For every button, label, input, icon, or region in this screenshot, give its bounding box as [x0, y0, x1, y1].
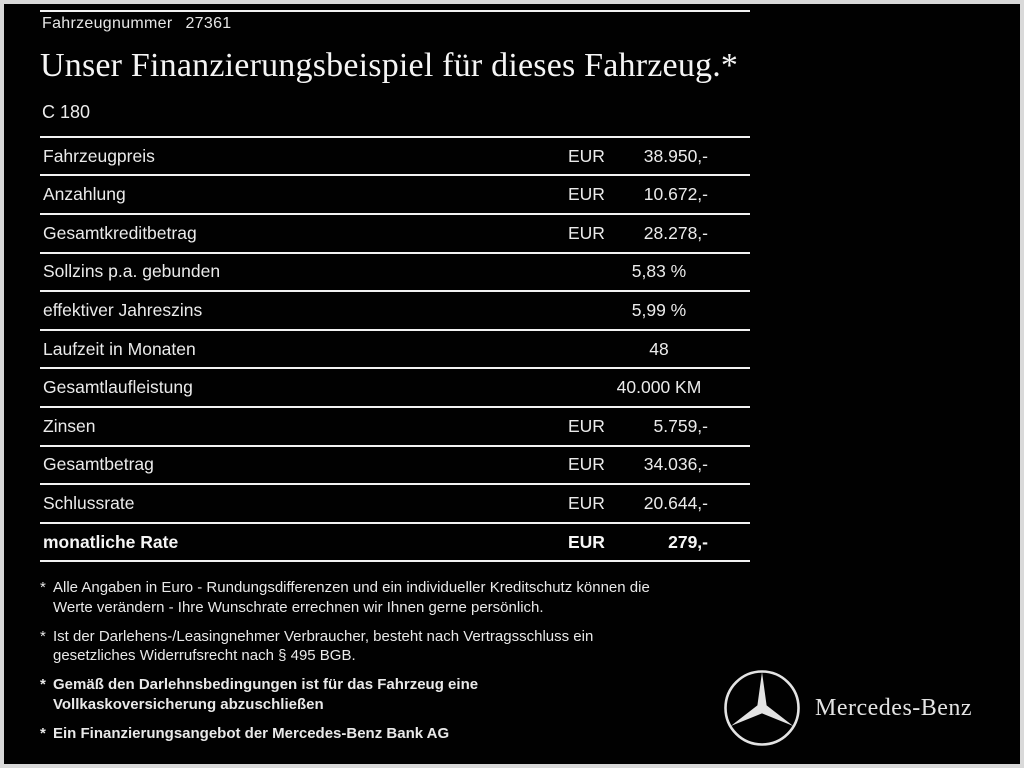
value-text: 20.644,- [643, 492, 708, 513]
top-divider [40, 10, 750, 12]
vehicle-number-label: Fahrzeugnummer [42, 15, 173, 32]
asterisk-marker: * [40, 579, 46, 597]
footnote-text: Ist der Darlehens-/Leasingnehmer Verbrau… [53, 627, 593, 666]
currency-label: EUR [568, 145, 605, 166]
row-value: 5,99 % [568, 300, 750, 321]
footnote-line: gesetzliches Widerrufsrecht nach § 495 B… [53, 647, 356, 665]
value-text: 38.950,- [643, 145, 708, 166]
vehicle-model: C 180 [42, 101, 91, 122]
footnote-line: Ein Finanzierungsangebot der Mercedes-Be… [53, 724, 450, 742]
value-text: 5,99 % [631, 299, 687, 320]
value-text: 28.278,- [643, 222, 708, 243]
vehicle-number-value: 27361 [185, 15, 232, 32]
value-text: 34.036,- [643, 454, 708, 475]
currency-label: EUR [568, 454, 605, 475]
footnote-widerrufsrecht: * Ist der Darlehens-/Leasingnehmer Verbr… [40, 627, 750, 666]
table-row-gesamtkreditbetrag: Gesamtkreditbetrag EUR 28.278,- [40, 212, 750, 252]
brand-block: Mercedes-Benz [722, 668, 972, 748]
table-row-gesamtlaufleistung: Gesamtlaufleistung 40.000 KM [40, 367, 750, 406]
page-title: Unser Finanzierungsbeispiel für dieses F… [40, 47, 739, 84]
footnote-bank: * Ein Finanzierungsangebot der Mercedes-… [40, 724, 750, 744]
table-row-anzahlung: Anzahlung EUR 10.672,- [40, 174, 750, 213]
row-value: EUR 38.950,- [568, 146, 750, 167]
row-value: EUR 279,- [568, 532, 750, 553]
row-label: Gesamtlaufleistung [43, 377, 193, 398]
mercedes-star-icon [724, 670, 800, 746]
row-value: 48 [568, 339, 750, 360]
value-text: 40.000 KM [616, 377, 702, 398]
row-value: EUR 5.759,- [568, 416, 750, 437]
footnote-text: Gemäß den Darlehnsbedingungen ist für da… [53, 675, 478, 714]
row-value: 5,83 % [568, 261, 750, 282]
asterisk-marker: * [40, 627, 46, 645]
row-label: Laufzeit in Monaten [43, 338, 196, 359]
value-text: 5,83 % [631, 261, 687, 282]
table-row-effektiver-jahreszins: effektiver Jahreszins 5,99 % [40, 290, 750, 329]
footnote-line: Alle Angaben in Euro - Rundungsdifferenz… [53, 579, 650, 597]
currency-label: EUR [568, 531, 605, 552]
value-text: 48 [649, 338, 669, 359]
row-label: Gesamtbetrag [43, 454, 154, 475]
table-row-schlussrate: Schlussrate EUR 20.644,- [40, 483, 750, 522]
currency-label: EUR [568, 492, 605, 513]
asterisk-marker: * [40, 676, 46, 694]
brand-name: Mercedes-Benz [815, 694, 973, 721]
table-row-laufzeit: Laufzeit in Monaten 48 [40, 328, 750, 368]
row-label: Zinsen [43, 415, 96, 436]
vehicle-number-line: Fahrzeugnummer 27361 [42, 15, 750, 33]
table-row-gesamtbetrag: Gesamtbetrag EUR 34.036,- [40, 444, 750, 484]
footnote-line: Werte verändern - Ihre Wunschrate errech… [53, 598, 544, 616]
row-value: EUR 34.036,- [568, 454, 750, 475]
currency-label: EUR [568, 222, 605, 243]
currency-label: EUR [568, 184, 605, 205]
footnote-rounding: * Alle Angaben in Euro - Rundungsdiffere… [40, 578, 750, 617]
row-label: Sollzins p.a. gebunden [43, 261, 221, 282]
table-row-zinsen: Zinsen EUR 5.759,- [40, 405, 750, 445]
row-label: monatliche Rate [43, 531, 179, 552]
footnote-text: Alle Angaben in Euro - Rundungsdifferenz… [53, 578, 650, 617]
row-value: 40.000 KM [568, 377, 750, 398]
asterisk-marker: * [40, 724, 46, 742]
footnotes: * Alle Angaben in Euro - Rundungsdiffere… [40, 578, 750, 743]
table-row-sollzins: Sollzins p.a. gebunden 5,83 % [40, 251, 750, 291]
content-column: Fahrzeugnummer 27361 Unser Finanzierungsb… [40, 10, 750, 753]
footnote-line: Gemäß den Darlehnsbedingungen ist für da… [53, 676, 479, 694]
row-label: Fahrzeugpreis [43, 145, 155, 166]
row-label: Gesamtkreditbetrag [43, 222, 197, 243]
row-label: effektiver Jahreszins [43, 299, 203, 320]
row-value: EUR 20.644,- [568, 493, 750, 514]
footnote-line: Ist der Darlehens-/Leasingnehmer Verbrau… [53, 627, 594, 645]
footnote-vollkasko: * Gemäß den Darlehnsbedingungen ist für … [40, 675, 750, 714]
table-row-monatliche-rate: monatliche Rate EUR 279,- [40, 521, 750, 561]
row-label: Schlussrate [43, 492, 135, 513]
row-value: EUR 28.278,- [568, 223, 750, 244]
footnote-text: Ein Finanzierungsangebot der Mercedes-Be… [53, 724, 449, 744]
row-label: Anzahlung [43, 184, 126, 205]
value-text: 10.672,- [643, 184, 708, 205]
value-text: 5.759,- [653, 415, 708, 436]
row-value: EUR 10.672,- [568, 184, 750, 205]
finance-table: Fahrzeugpreis EUR 38.950,- Anzahlung EUR… [40, 135, 750, 563]
value-text: 279,- [668, 531, 708, 552]
footnote-line: Vollkaskoversicherung abzuschließen [53, 695, 324, 713]
currency-label: EUR [568, 415, 605, 436]
table-row-fahrzeugpreis: Fahrzeugpreis EUR 38.950,- [40, 135, 750, 175]
